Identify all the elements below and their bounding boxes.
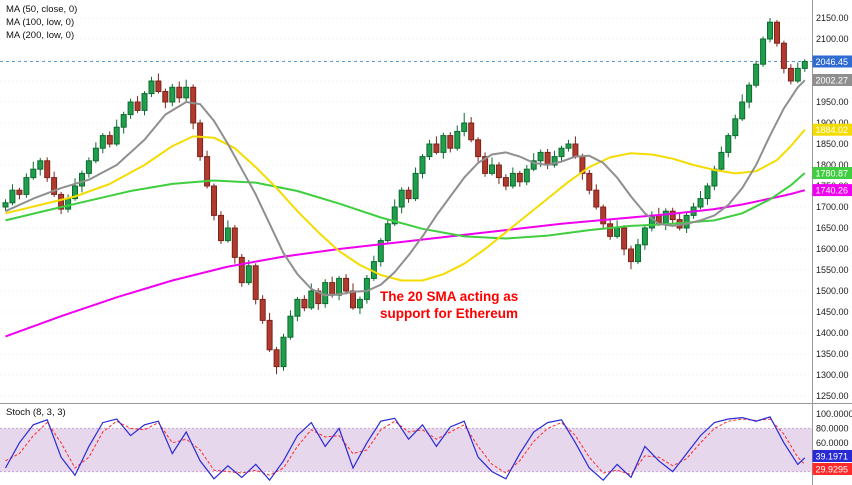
- svg-text:39.1971: 39.1971: [816, 452, 849, 462]
- svg-text:1600.00: 1600.00: [816, 244, 849, 254]
- svg-text:1900.00: 1900.00: [816, 118, 849, 128]
- svg-text:1884.02: 1884.02: [816, 125, 849, 135]
- svg-text:60.0000: 60.0000: [816, 438, 849, 448]
- svg-text:1350.00: 1350.00: [816, 349, 849, 359]
- annotation-line-2: support for Ethereum: [380, 306, 519, 321]
- ma-100-green-line: [5, 172, 806, 240]
- ma-50-yellow-badge: 1884.02: [812, 123, 852, 136]
- stoch-band: [0, 427, 812, 473]
- ma-50-yellow-line: [5, 129, 806, 282]
- svg-text:1550.00: 1550.00: [816, 265, 849, 275]
- svg-text:2100.00: 2100.00: [816, 34, 849, 44]
- stoch-signal-badge: 29.9295: [812, 463, 852, 475]
- svg-text:100.0000: 100.0000: [816, 409, 852, 419]
- svg-text:80.0000: 80.0000: [816, 423, 849, 433]
- indicator-label-block: MA (50, close, 0) MA (100, low, 0) MA (2…: [6, 3, 77, 42]
- svg-text:1740.26: 1740.26: [816, 186, 849, 196]
- candles-layer: [2, 18, 808, 375]
- ma-200-magenta-line: [5, 189, 806, 338]
- ma-200-magenta-badge: 1740.26: [812, 184, 852, 197]
- svg-text:1650.00: 1650.00: [816, 223, 849, 233]
- ma-100-green-badge: 1780.87: [812, 167, 852, 179]
- chart-annotation: The 20 SMA acting as support for Ethereu…: [380, 288, 518, 322]
- current-price-badge: 2046.45: [812, 55, 852, 68]
- svg-text:1450.00: 1450.00: [816, 307, 849, 317]
- svg-text:1850.00: 1850.00: [816, 139, 849, 149]
- svg-text:2002.27: 2002.27: [816, 76, 849, 86]
- ma-100-label: MA (100, low, 0): [6, 17, 75, 28]
- annotation-line-1: The 20 SMA acting as: [380, 289, 519, 304]
- ma-200-label: MA (200, low, 0): [6, 30, 75, 41]
- ma-20-gray-badge: 2002.27: [812, 74, 852, 86]
- svg-text:1300.00: 1300.00: [816, 370, 849, 380]
- svg-text:1500.00: 1500.00: [816, 286, 849, 296]
- svg-text:1950.00: 1950.00: [816, 97, 849, 107]
- stoch-main-line: [4, 416, 806, 482]
- svg-text:1700.00: 1700.00: [816, 202, 849, 212]
- svg-text:2150.00: 2150.00: [816, 13, 849, 23]
- svg-text:29.9295: 29.9295: [816, 465, 849, 475]
- svg-text:1780.87: 1780.87: [816, 169, 849, 179]
- svg-text:1250.00: 1250.00: [816, 391, 849, 401]
- grid-lines: [0, 17, 812, 397]
- svg-text:1800.00: 1800.00: [816, 160, 849, 170]
- ma-20-gray-line: [5, 79, 806, 297]
- ma-50-label: MA (50, close, 0): [6, 4, 78, 15]
- svg-text:2046.45: 2046.45: [816, 57, 849, 67]
- svg-text:1400.00: 1400.00: [816, 328, 849, 338]
- stoch-signal-line: [5, 418, 806, 476]
- stoch-main-badge: 39.1971: [812, 450, 852, 462]
- stoch-indicator-label: Stoch (8, 3, 3): [6, 407, 66, 418]
